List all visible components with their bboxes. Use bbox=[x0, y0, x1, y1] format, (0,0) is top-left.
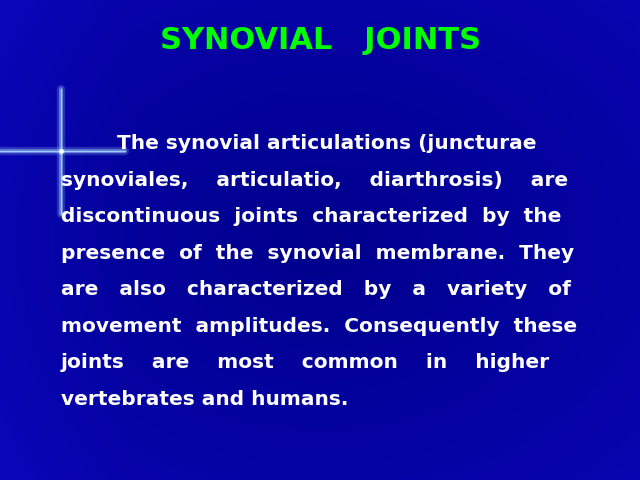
Text: joints    are    most    common    in    higher: joints are most common in higher bbox=[61, 353, 550, 372]
Text: movement  amplitudes.  Consequently  these: movement amplitudes. Consequently these bbox=[61, 317, 577, 336]
Text: presence  of  the  synovial  membrane.  They: presence of the synovial membrane. They bbox=[61, 244, 574, 263]
Text: are   also   characterized   by   a   variety   of: are also characterized by a variety of bbox=[61, 280, 571, 300]
Text: vertebrates and humans.: vertebrates and humans. bbox=[61, 390, 348, 409]
Text: The synovial articulations (juncturae: The synovial articulations (juncturae bbox=[61, 134, 536, 154]
Text: synoviales,    articulatio,    diarthrosis)    are: synoviales, articulatio, diarthrosis) ar… bbox=[61, 171, 568, 190]
Text: discontinuous  joints  characterized  by  the: discontinuous joints characterized by th… bbox=[61, 207, 561, 227]
Text: SYNOVIAL   JOINTS: SYNOVIAL JOINTS bbox=[159, 26, 481, 55]
